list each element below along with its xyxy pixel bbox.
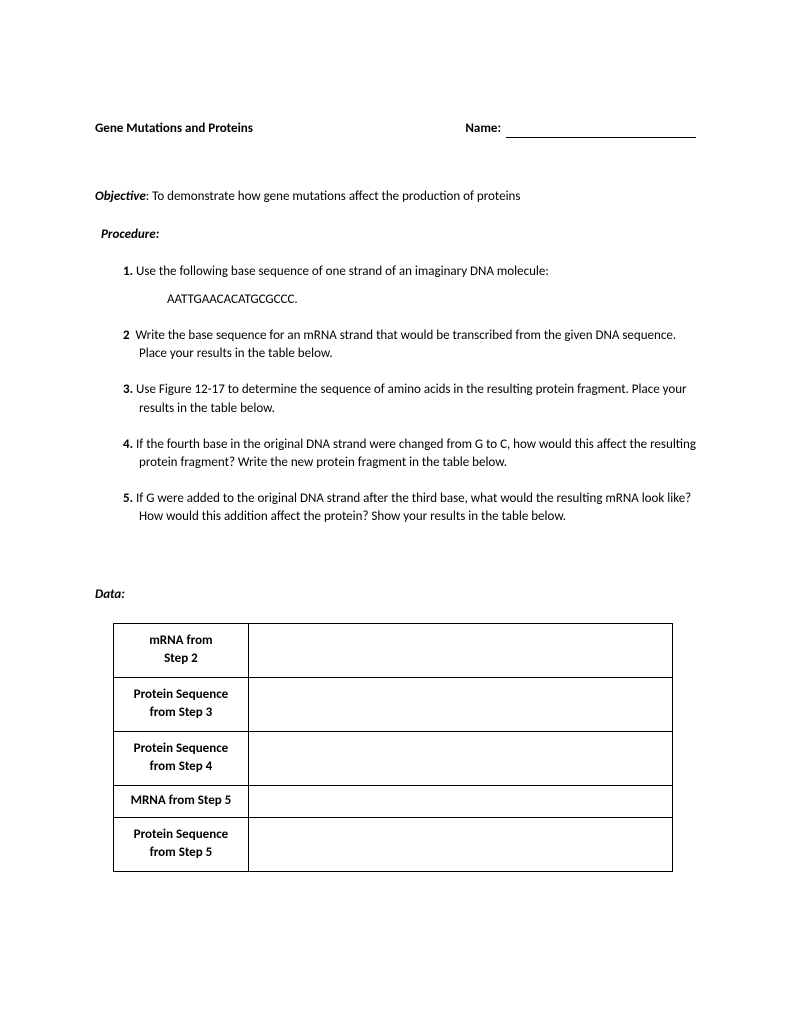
dna-sequence: AATTGAACACATGCGCCC.	[167, 291, 696, 309]
table-row: Protein Sequence from Step 3	[114, 677, 673, 731]
step-5: 5. If G were added to the original DNA s…	[123, 490, 696, 526]
table-row: Protein Sequence from Step 4	[114, 731, 673, 785]
row-1-label-line2: Step 2	[122, 650, 240, 668]
objective-text: : To demonstrate how gene mutations affe…	[146, 189, 521, 204]
document-title: Gene Mutations and Proteins	[95, 120, 253, 138]
step-4-num: 4.	[123, 437, 133, 452]
step-3-num: 3.	[123, 382, 133, 397]
row-4-value[interactable]	[248, 785, 672, 817]
row-3-value[interactable]	[248, 731, 672, 785]
row-2-label: Protein Sequence from Step 3	[114, 677, 249, 731]
row-5-value[interactable]	[248, 817, 672, 871]
row-4-label-line1: MRNA from Step 5	[122, 792, 240, 810]
step-5-num: 5.	[123, 491, 133, 506]
procedure-label-text: Procedure	[101, 227, 156, 242]
objective-line: Objective: To demonstrate how gene mutat…	[95, 188, 696, 206]
row-2-value[interactable]	[248, 677, 672, 731]
step-3-text: Use Figure 12-17 to determine the sequen…	[136, 382, 687, 415]
step-2-num: 2	[123, 328, 130, 343]
data-label: Data:	[95, 586, 696, 604]
row-2-label-line2: from Step 3	[122, 704, 240, 722]
header-row: Gene Mutations and Proteins Name:	[95, 120, 696, 138]
table-row: Protein Sequence from Step 5	[114, 817, 673, 871]
step-5-text: If G were added to the original DNA stra…	[136, 491, 691, 524]
row-3-label-line1: Protein Sequence	[122, 740, 240, 758]
row-3-label: Protein Sequence from Step 4	[114, 731, 249, 785]
step-2-body: Write the base sequence for an mRNA stra…	[136, 328, 677, 361]
step-1: 1. Use the following base sequence of on…	[123, 263, 696, 281]
name-label-text: Name:	[465, 121, 501, 136]
table-row: mRNA from Step 2	[114, 623, 673, 677]
step-1-text: Use the following base sequence of one s…	[136, 264, 549, 279]
data-table: mRNA from Step 2 Protein Sequence from S…	[113, 623, 673, 872]
table-row: MRNA from Step 5	[114, 785, 673, 817]
procedure-steps: 1. Use the following base sequence of on…	[123, 263, 696, 527]
row-5-label: Protein Sequence from Step 5	[114, 817, 249, 871]
row-1-label: mRNA from Step 2	[114, 623, 249, 677]
step-2-text: Write the base sequence for an mRNA stra…	[133, 328, 677, 361]
step-4-text: If the fourth base in the original DNA s…	[136, 437, 696, 470]
procedure-label: Procedure:	[101, 226, 696, 244]
row-4-label: MRNA from Step 5	[114, 785, 249, 817]
step-2: 2 Write the base sequence for an mRNA st…	[123, 327, 696, 363]
step-3: 3. Use Figure 12-17 to determine the seq…	[123, 381, 696, 417]
procedure-colon: :	[156, 227, 160, 242]
row-3-label-line2: from Step 4	[122, 758, 240, 776]
row-5-label-line2: from Step 5	[122, 844, 240, 862]
name-blank-line[interactable]	[506, 137, 696, 138]
objective-label: Objective	[95, 189, 146, 204]
row-5-label-line1: Protein Sequence	[122, 826, 240, 844]
step-1-num: 1.	[123, 264, 133, 279]
name-field-label: Name:	[465, 120, 696, 138]
row-1-value[interactable]	[248, 623, 672, 677]
step-4: 4. If the fourth base in the original DN…	[123, 436, 696, 472]
row-2-label-line1: Protein Sequence	[122, 686, 240, 704]
row-1-label-line1: mRNA from	[122, 632, 240, 650]
